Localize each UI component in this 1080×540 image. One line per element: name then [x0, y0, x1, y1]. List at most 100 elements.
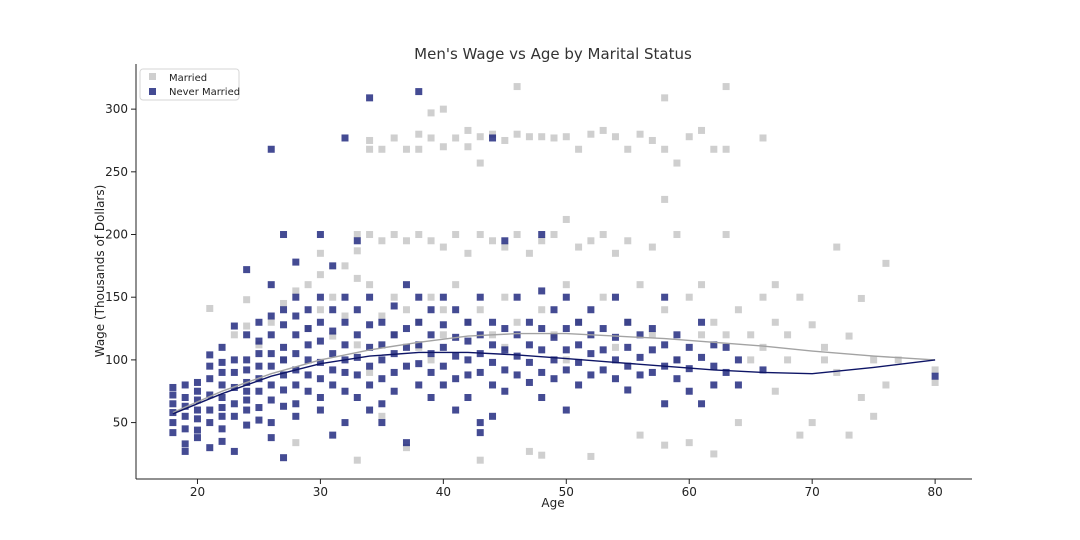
- never-married-point: [489, 381, 497, 389]
- never-married-point: [501, 237, 509, 245]
- legend-label-never-married: Never Married: [169, 87, 240, 98]
- legend-swatch-never-married: [149, 88, 156, 95]
- married-point: [476, 133, 484, 141]
- never-married-point: [550, 356, 558, 364]
- never-married-point: [587, 371, 595, 379]
- never-married-point: [661, 400, 669, 408]
- never-married-point: [390, 387, 398, 395]
- never-married-point: [353, 371, 361, 379]
- never-married-point: [538, 231, 546, 239]
- married-point: [267, 318, 275, 326]
- married-point: [366, 145, 374, 153]
- married-point: [648, 136, 656, 144]
- never-married-point: [304, 387, 312, 395]
- married-point: [353, 274, 361, 282]
- never-married-point: [218, 343, 226, 351]
- never-married-point: [489, 412, 497, 420]
- never-married-point: [243, 396, 251, 404]
- married-point: [255, 341, 263, 349]
- married-point: [648, 331, 656, 339]
- never-married-point: [452, 406, 460, 414]
- married-point: [489, 130, 497, 138]
- never-married-point: [193, 387, 201, 395]
- never-married-point: [525, 358, 533, 366]
- never-married-point: [292, 331, 300, 339]
- never-married-point: [415, 381, 423, 389]
- married-point: [698, 281, 706, 289]
- never-married-point: [464, 356, 472, 364]
- never-married-point: [722, 368, 730, 376]
- married-point: [808, 419, 816, 427]
- never-married-point: [710, 341, 718, 349]
- never-married-point: [587, 306, 595, 314]
- never-married-point: [513, 352, 521, 360]
- married-point: [378, 145, 386, 153]
- never-married-point: [341, 368, 349, 376]
- never-married-point: [366, 362, 374, 370]
- x-axis-title: Age: [541, 496, 564, 510]
- married-point: [329, 293, 337, 301]
- never-married-point: [341, 318, 349, 326]
- never-married-point: [218, 394, 226, 402]
- never-married-point: [292, 381, 300, 389]
- married-point: [402, 237, 410, 245]
- married-point: [636, 130, 644, 138]
- married-point: [710, 145, 718, 153]
- married-point: [599, 231, 607, 239]
- never-married-point: [685, 343, 693, 351]
- married-point: [661, 441, 669, 449]
- never-married-point: [316, 358, 324, 366]
- never-married-point: [538, 346, 546, 354]
- married-point: [415, 231, 423, 239]
- never-married-point: [636, 371, 644, 379]
- never-married-point: [427, 368, 435, 376]
- never-married-point: [292, 293, 300, 301]
- never-married-point: [550, 306, 558, 314]
- married-point: [538, 237, 546, 245]
- never-married-point: [562, 293, 570, 301]
- married-point: [415, 145, 423, 153]
- married-point: [439, 243, 447, 251]
- x-ticks: 20 30 40 50 60 70 80: [190, 479, 943, 499]
- never-married-point: [193, 396, 201, 404]
- married-point: [452, 231, 460, 239]
- never-married-point: [734, 356, 742, 364]
- never-married-point: [599, 325, 607, 333]
- never-married-point: [329, 431, 337, 439]
- never-married-point: [734, 381, 742, 389]
- never-married-point: [181, 394, 189, 402]
- never-married-point: [169, 400, 177, 408]
- never-married-point: [611, 375, 619, 383]
- married-point: [833, 368, 841, 376]
- never-married-point: [464, 337, 472, 345]
- married-point: [489, 237, 497, 245]
- never-married-point: [698, 353, 706, 361]
- never-married-point: [698, 400, 706, 408]
- never-married-point: [624, 318, 632, 326]
- never-married-point: [304, 371, 312, 379]
- married-point: [808, 321, 816, 329]
- never-married-point: [378, 318, 386, 326]
- never-married-point: [206, 351, 214, 359]
- x-tick-label: 50: [559, 485, 574, 499]
- married-point: [661, 195, 669, 203]
- never-married-point: [710, 381, 718, 389]
- never-married-point: [415, 88, 423, 96]
- never-married-point: [698, 318, 706, 326]
- never-married-point: [255, 404, 263, 412]
- never-married-point: [476, 293, 484, 301]
- never-married-point: [267, 312, 275, 320]
- never-married-point: [513, 293, 521, 301]
- never-married-point: [513, 331, 521, 339]
- never-married-point: [329, 327, 337, 335]
- married-point: [587, 452, 595, 460]
- never-married-point: [181, 381, 189, 389]
- married-point: [550, 231, 558, 239]
- married-point: [599, 126, 607, 134]
- married-point: [599, 293, 607, 301]
- never-married-point: [280, 343, 288, 351]
- married-point: [427, 237, 435, 245]
- never-married-point: [439, 362, 447, 370]
- y-tick-label: 100: [105, 353, 128, 367]
- married-trend-line: [172, 332, 936, 414]
